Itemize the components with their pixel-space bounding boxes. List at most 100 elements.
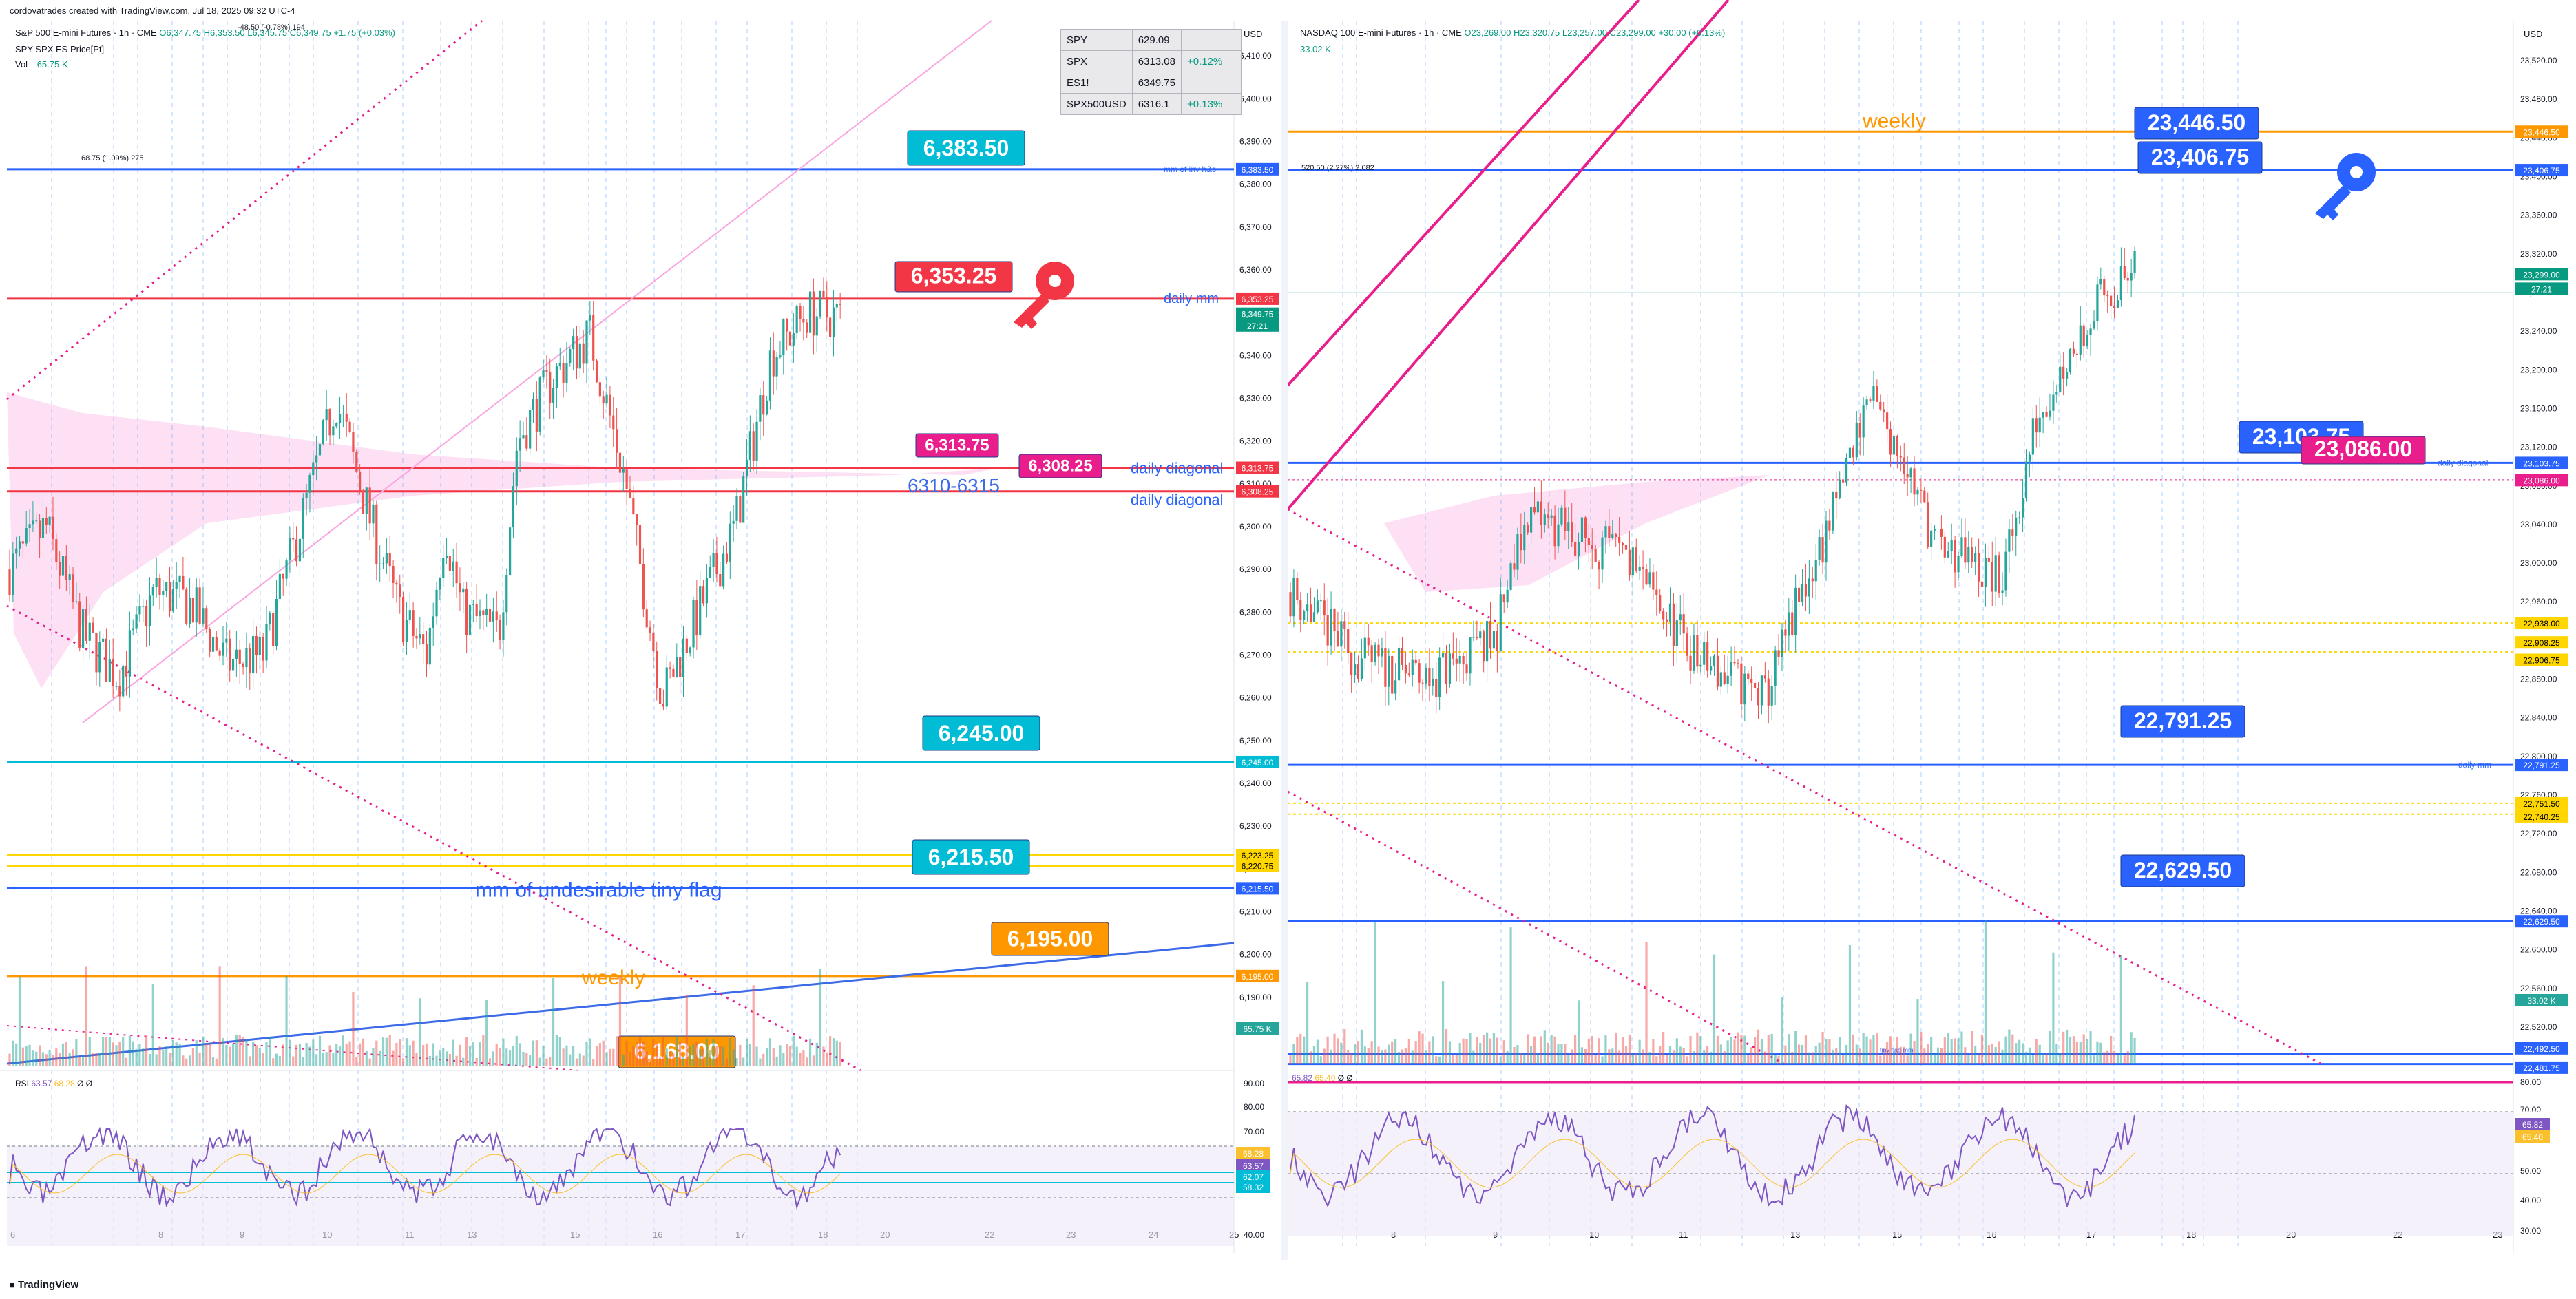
- candle: [492, 611, 494, 622]
- right-vol-legend[interactable]: 33.02 K: [1300, 44, 1331, 54]
- candle: [1557, 524, 1560, 547]
- price-callout-label: 6,383.50: [923, 136, 1009, 160]
- volume-bar: [542, 1046, 545, 1066]
- rsi-axis-tag-label: 65.40: [2522, 1132, 2543, 1142]
- candle: [1693, 635, 1695, 671]
- price-callout: [894, 261, 1013, 293]
- volume-bar: [122, 1036, 125, 1066]
- volume-bar: [1892, 1051, 1896, 1064]
- candle: [1872, 386, 1875, 401]
- tradingview-logo[interactable]: ■ TradingView: [10, 1279, 78, 1291]
- candle: [2116, 300, 2119, 308]
- volume-bar: [269, 1036, 271, 1066]
- volume-bar: [692, 1043, 695, 1066]
- ndx-chart[interactable]: 23,520.0023,480.0023,440.0023,400.0023,3…: [1288, 0, 2576, 1299]
- volume-bar: [612, 1048, 615, 1066]
- volume-bar: [535, 1040, 538, 1066]
- volume-bar: [1842, 1055, 1845, 1064]
- volume-bar: [325, 1052, 328, 1066]
- candle: [629, 489, 631, 498]
- volume-bar: [1299, 1033, 1302, 1064]
- axis-price-tag-label: 22,481.75: [2523, 1064, 2560, 1073]
- candle: [729, 523, 731, 562]
- pane-divider[interactable]: [1281, 21, 1288, 1260]
- volume-bar: [739, 1044, 742, 1066]
- candle: [502, 612, 505, 640]
- left-currency[interactable]: USD: [1244, 29, 1263, 39]
- price-tick-label: 22,960.00: [2520, 597, 2557, 606]
- volume-bar: [21, 1047, 24, 1066]
- candle: [1536, 501, 1540, 513]
- candle: [1455, 658, 1458, 664]
- candle: [479, 610, 481, 617]
- candle: [2035, 418, 2038, 433]
- candle: [775, 357, 778, 377]
- candle: [1601, 537, 1604, 570]
- right-title[interactable]: NASDAQ 100 E-mini Futures · 1h · CME: [1300, 28, 1462, 38]
- candle: [529, 410, 532, 449]
- candle: [272, 613, 275, 646]
- volume-bar: [1814, 1046, 1817, 1064]
- volume-bar: [2004, 1036, 2007, 1064]
- candle: [1791, 612, 1794, 635]
- left-vol-label: Vol: [15, 59, 28, 70]
- left-title[interactable]: S&P 500 E-mini Futures · 1h · CME: [15, 28, 157, 38]
- volume-bar: [719, 1046, 722, 1066]
- volume-bar: [829, 1036, 832, 1066]
- volume-bar: [1381, 1050, 1383, 1064]
- volume-bar: [515, 1035, 518, 1066]
- candle: [1425, 668, 1427, 684]
- volume-bar: [78, 1057, 81, 1066]
- volume-bar: [1452, 1054, 1454, 1064]
- axis-price-tag-label: 6,195.00: [1242, 972, 1274, 982]
- channel-line: [1288, 790, 1784, 1065]
- volume-bar: [2110, 1035, 2113, 1064]
- volume-bar: [525, 1053, 528, 1066]
- volume-bar: [1594, 1055, 1597, 1064]
- volume-bar: [2021, 1043, 2024, 1064]
- volume-bar: [1458, 1043, 1461, 1064]
- candle: [765, 400, 768, 415]
- candle: [92, 622, 94, 633]
- candle: [589, 315, 591, 321]
- volume-bar: [1719, 1044, 1722, 1064]
- candle: [278, 573, 281, 599]
- volume-bar: [401, 1058, 405, 1066]
- candle: [636, 514, 638, 525]
- candle: [1496, 631, 1498, 652]
- volume-bar: [298, 1043, 302, 1066]
- left-vol-legend[interactable]: Vol 65.75 K: [15, 59, 68, 70]
- price-tick-label: 23,320.00: [2520, 249, 2557, 259]
- candle: [1730, 662, 1732, 676]
- axis-price-tag: [2515, 617, 2568, 630]
- candle: [1502, 594, 1505, 603]
- right-currency[interactable]: USD: [2524, 29, 2543, 39]
- volume-bar: [642, 1042, 645, 1066]
- candle: [295, 539, 298, 562]
- candle: [1401, 647, 1404, 665]
- candle: [362, 490, 365, 514]
- volume-bar: [502, 1038, 505, 1066]
- price-tick-label: 6,290.00: [1239, 564, 1272, 574]
- volume-bar: [292, 1056, 295, 1066]
- volume-bar: [2035, 1039, 2038, 1064]
- candle: [1432, 679, 1434, 686]
- volume-bar: [262, 1053, 264, 1066]
- candle: [1943, 536, 1946, 558]
- volume-bar: [509, 1050, 512, 1066]
- volume-bar: [1560, 1043, 1563, 1064]
- axis-price-tag-label: 6,353.25: [1242, 295, 1274, 304]
- axis-price-tag: [1236, 849, 1279, 862]
- volume-bar: [405, 1038, 408, 1066]
- volume-bar: [555, 1035, 558, 1066]
- candle: [782, 319, 785, 356]
- volume-bar: [275, 1053, 278, 1066]
- candle: [25, 528, 28, 544]
- candle: [1499, 594, 1502, 652]
- volume-bar: [1476, 1037, 1478, 1064]
- cell-sym: SPY: [1060, 29, 1133, 51]
- left-compare-line[interactable]: SPY SPX ES Price[Pt]: [15, 44, 105, 54]
- volume-bar: [198, 1053, 201, 1066]
- volume-bar: [1971, 1031, 1973, 1064]
- spx-chart[interactable]: 6,410.00 6,400.00 6,390.00 6,380.00 6,370.00…: [0, 0, 1281, 1299]
